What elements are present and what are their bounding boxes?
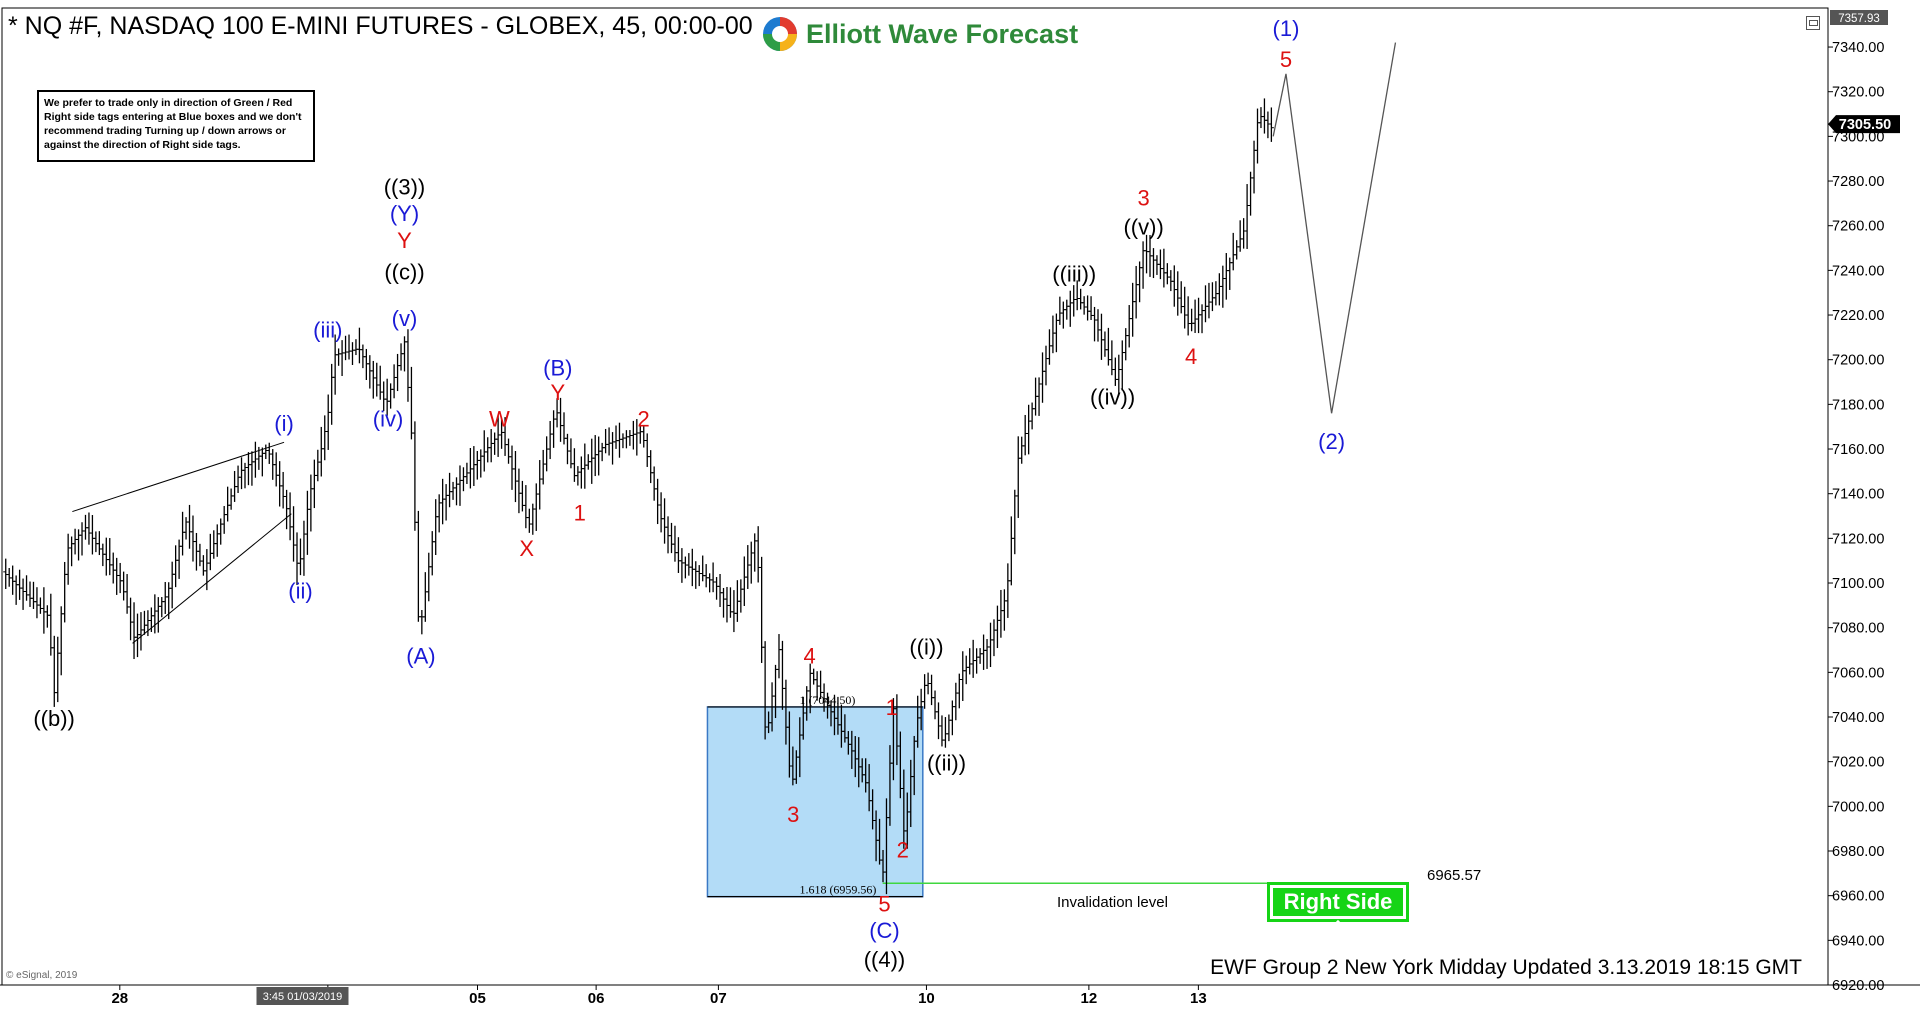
price-tick-label: 6980.00 xyxy=(1832,844,1884,860)
wave-label: (B) xyxy=(543,355,572,380)
copyright-label: © eSignal, 2019 xyxy=(6,970,78,981)
price-tick-label: 7180.00 xyxy=(1832,397,1884,413)
price-tick-label: 7040.00 xyxy=(1832,710,1884,726)
time-tick-label: 13 xyxy=(1190,990,1207,1007)
price-tick-label: 7120.00 xyxy=(1832,531,1884,547)
wave-label: 4 xyxy=(1185,344,1197,369)
wave-label: ((iv)) xyxy=(1090,384,1135,409)
brand-globe-icon xyxy=(763,17,797,51)
projection-path xyxy=(1272,42,1397,414)
wave-label: 3 xyxy=(1138,186,1150,211)
price-tick-label: 7300.00 xyxy=(1832,129,1884,145)
wave-label: 5 xyxy=(1280,47,1292,72)
wave-label: X xyxy=(519,536,534,561)
top-price-box xyxy=(1830,10,1888,25)
wave-label: W xyxy=(489,407,510,432)
wave-label: (2) xyxy=(1318,429,1345,454)
wave-label: (i) xyxy=(274,411,294,436)
wave-label: (A) xyxy=(406,643,435,668)
wave-label: (iv) xyxy=(373,407,404,432)
wave-label: (iii) xyxy=(313,317,342,342)
price-tick-label: 7100.00 xyxy=(1832,576,1884,592)
wave-label: ((v)) xyxy=(1123,215,1163,240)
trading-notice: We prefer to trade only in direction of … xyxy=(37,90,315,162)
price-tick-label: 7240.00 xyxy=(1832,263,1884,279)
wave-label: 5 xyxy=(878,891,890,916)
price-tick-label: 7260.00 xyxy=(1832,219,1884,235)
update-footer: EWF Group 2 New York Midday Updated 3.13… xyxy=(1210,956,1802,979)
wave-label: ((i)) xyxy=(909,634,943,659)
wave-label: 1 xyxy=(574,500,586,525)
current-price-label: 7305.50 xyxy=(1839,117,1891,133)
current-price-box xyxy=(1828,115,1900,134)
price-tick-label: 7320.00 xyxy=(1832,85,1884,101)
price-tick-label: 7200.00 xyxy=(1832,353,1884,369)
time-tick-label: 12 xyxy=(1081,990,1098,1007)
time-tick-label: 28 xyxy=(111,990,128,1007)
wave-label: Y xyxy=(397,228,412,253)
time-tick-label: 10 xyxy=(918,990,935,1007)
price-tick-label: 7000.00 xyxy=(1832,799,1884,815)
cursor-time-label: 3:45 01/03/2019 xyxy=(263,991,343,1003)
wave-label: 3 xyxy=(787,802,799,827)
wave-label: (v) xyxy=(392,306,418,331)
price-tick-label: 7340.00 xyxy=(1832,40,1884,56)
up-arrow-icon: ⬆ xyxy=(1328,917,1348,942)
wave-label: ((4)) xyxy=(864,947,906,972)
wave-label: (1) xyxy=(1273,16,1300,41)
wave-label: 4 xyxy=(804,643,816,668)
window-restore-icon[interactable] xyxy=(1806,16,1820,30)
price-tick-label: 7160.00 xyxy=(1832,442,1884,458)
price-tick-label: 7080.00 xyxy=(1832,621,1884,637)
brand-name: Elliott Wave Forecast xyxy=(806,18,1079,49)
right-side-tag: Right Side ⬆ xyxy=(1267,882,1409,942)
time-tick-label: 06 xyxy=(588,990,605,1007)
right-side-label-row: Right Side ⬆ xyxy=(1273,888,1403,942)
invalidation-label: Invalidation level xyxy=(1057,894,1168,911)
wave-label: ((ii)) xyxy=(927,751,966,776)
price-tick-label: 7020.00 xyxy=(1832,755,1884,771)
brand-logo: Elliott Wave Forecast xyxy=(760,14,1078,54)
wave-label: Y xyxy=(550,380,565,405)
price-tick-label: 7220.00 xyxy=(1832,308,1884,324)
fib-level-label: 1.618 (6959.56) xyxy=(799,883,876,897)
invalidation-value: 6965.57 xyxy=(1427,867,1481,884)
time-tick-label: 05 xyxy=(469,990,486,1007)
price-tick-label: 6920.00 xyxy=(1832,978,1884,994)
wave-label: ((iii)) xyxy=(1052,262,1096,287)
price-tick-label: 6940.00 xyxy=(1832,933,1884,949)
right-side-label: Right Side xyxy=(1283,889,1393,914)
wave-label: (C) xyxy=(869,918,900,943)
price-tick-label: 7140.00 xyxy=(1832,487,1884,503)
wave-label: (ii) xyxy=(288,579,312,604)
wave-label: 1 xyxy=(886,695,898,720)
price-tick-label: 7060.00 xyxy=(1832,665,1884,681)
top-price-label: 7357.93 xyxy=(1838,13,1880,25)
wave-label: ((b)) xyxy=(33,706,75,731)
wave-label: 2 xyxy=(637,407,649,432)
time-tick-label: 07 xyxy=(710,990,727,1007)
chart-title: * NQ #F, NASDAQ 100 E-MINI FUTURES - GLO… xyxy=(8,12,753,40)
wave-label: ((3)) xyxy=(384,174,426,199)
price-tick-label: 7280.00 xyxy=(1832,174,1884,190)
price-tick-label: 6960.00 xyxy=(1832,889,1884,905)
cursor-time-box xyxy=(256,987,349,1005)
wave-label: 2 xyxy=(897,838,909,863)
trendline xyxy=(132,513,292,644)
wave-label: ((c)) xyxy=(384,259,424,284)
wave-label: (Y) xyxy=(390,201,419,226)
